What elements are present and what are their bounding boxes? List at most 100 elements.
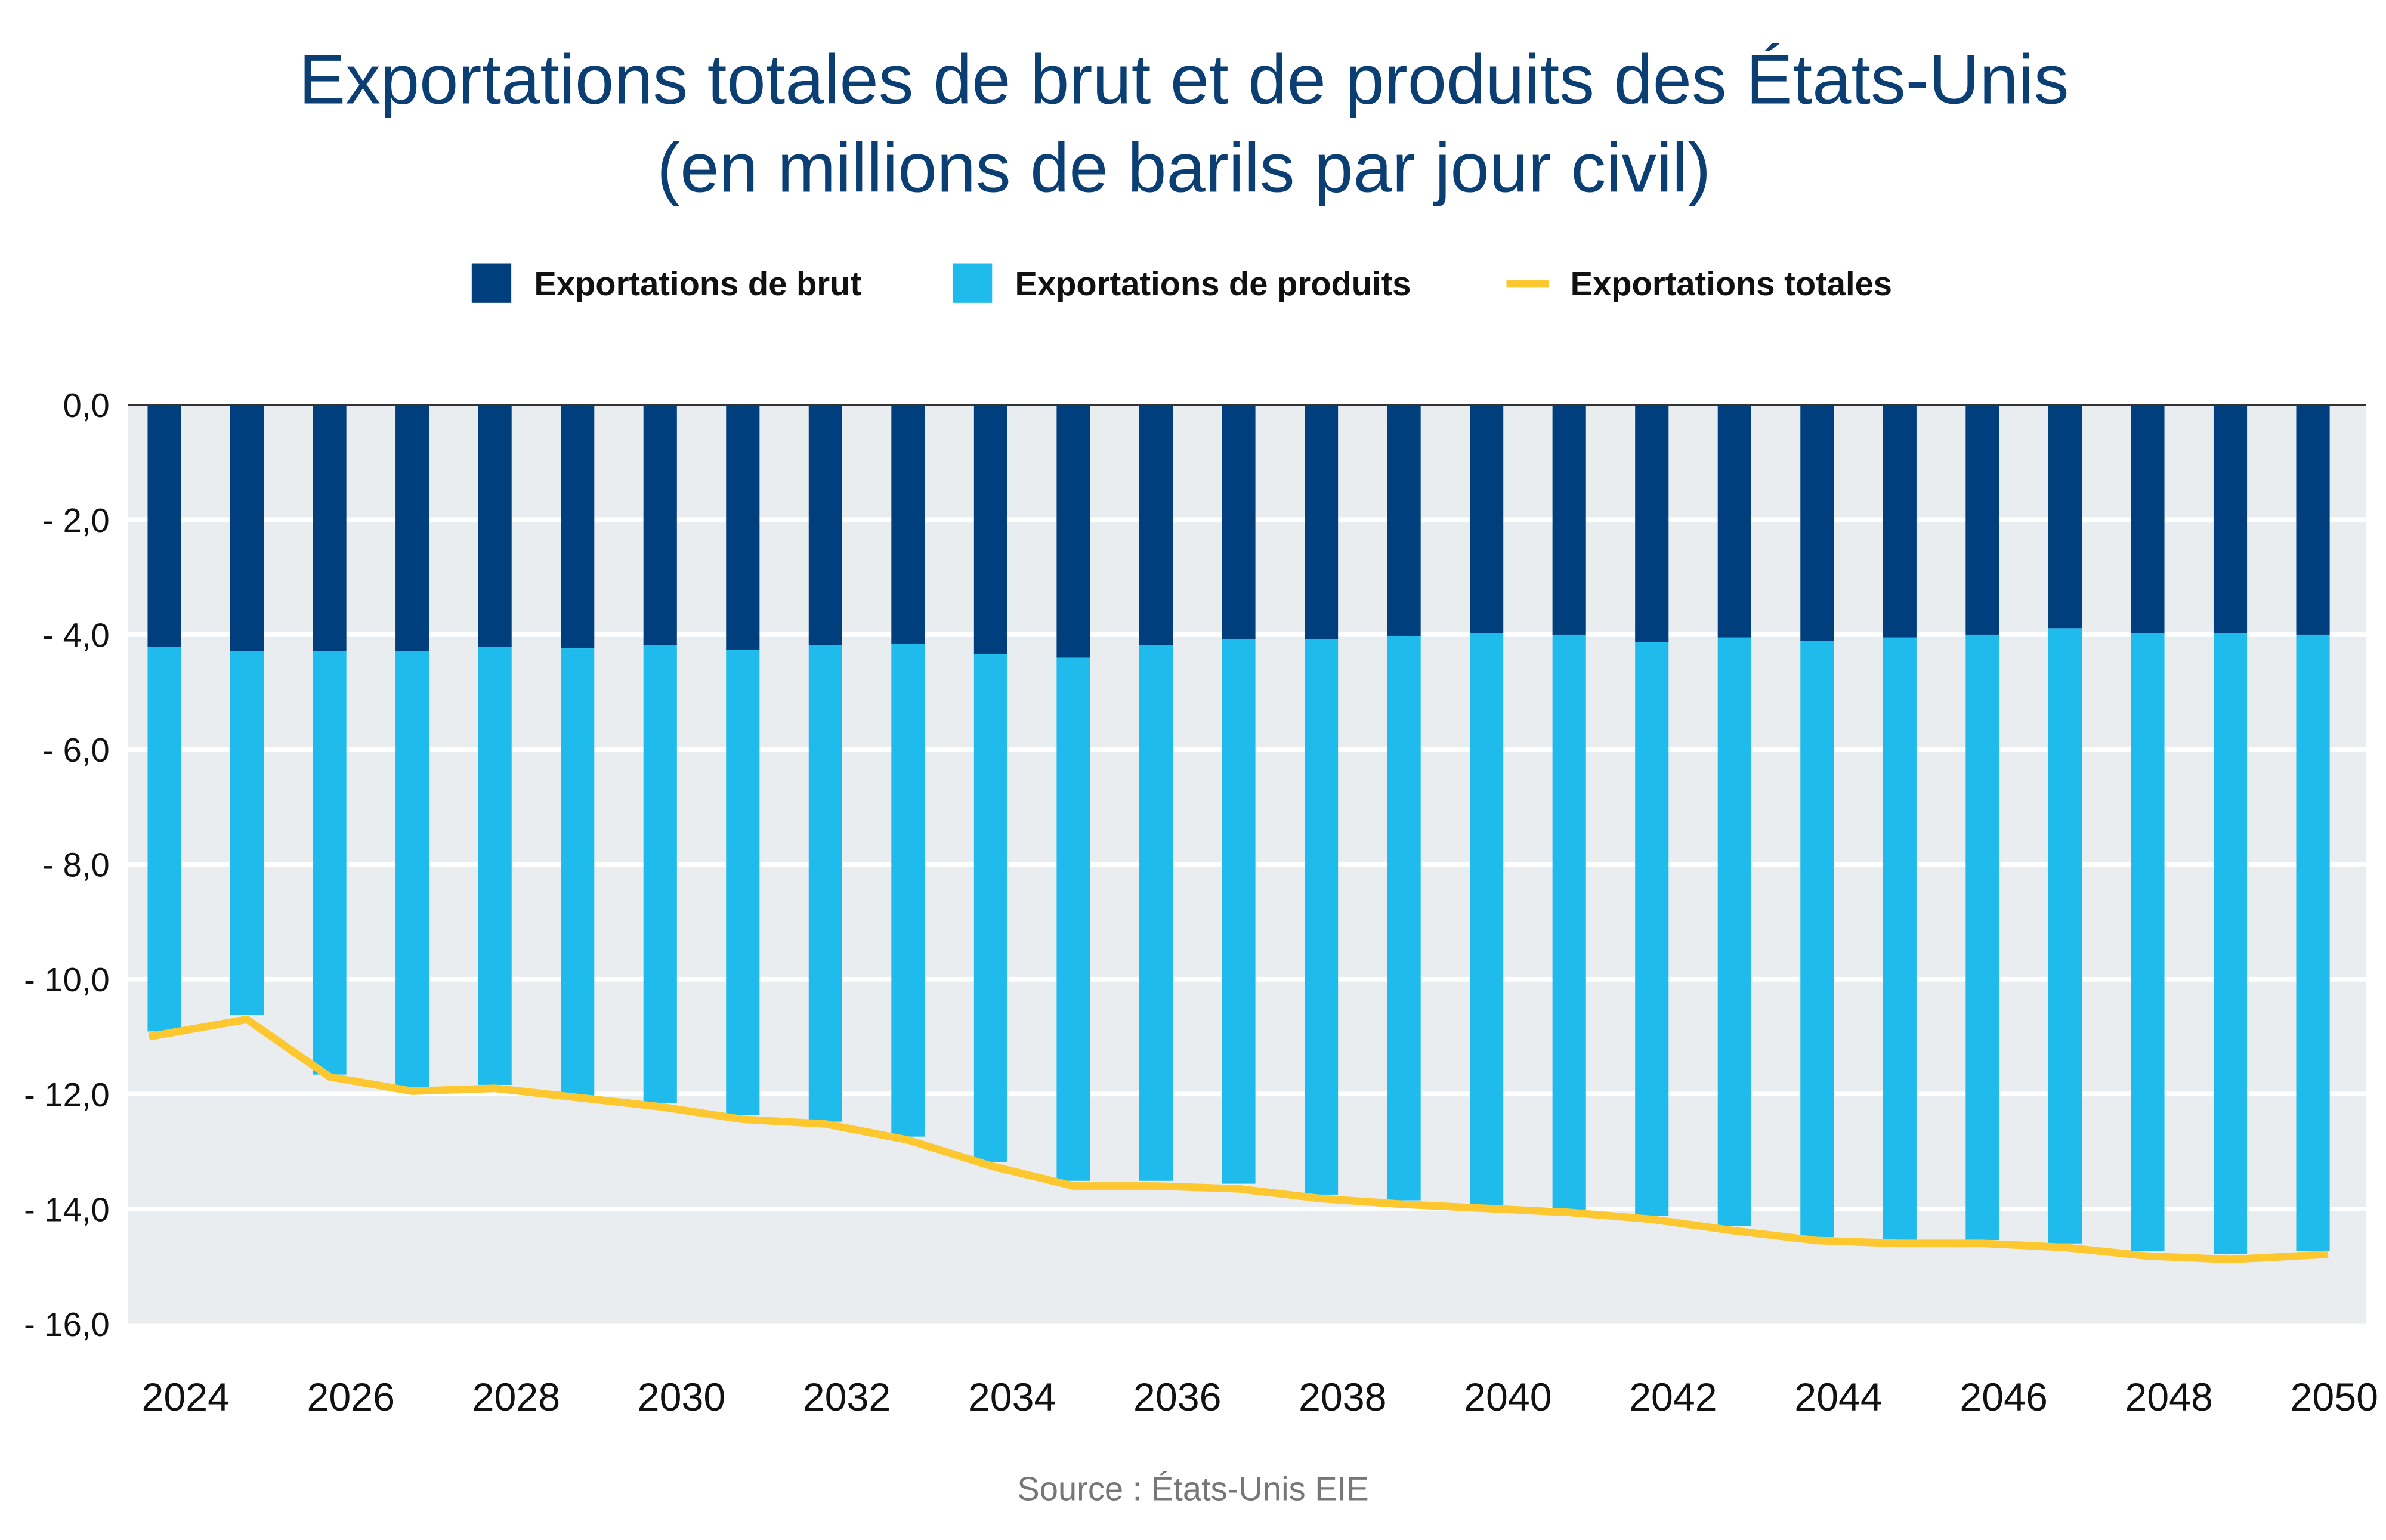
bar-crude-2039 xyxy=(1387,404,1421,636)
legend-swatch-total xyxy=(1506,280,1549,288)
bar-products-2045 xyxy=(1883,637,1917,1240)
bar-products-2028 xyxy=(478,647,512,1085)
legend-label-crude: Exportations de brut xyxy=(534,265,861,302)
bar-crude-2047 xyxy=(2048,404,2082,629)
bar-products-2038 xyxy=(1305,639,1339,1195)
bar-crude-2045 xyxy=(1883,404,1917,638)
y-tick-label: - 16,0 xyxy=(24,1306,109,1343)
y-tick-label: 0,0 xyxy=(63,386,110,424)
bar-crude-2033 xyxy=(891,404,925,644)
bar-products-2046 xyxy=(1965,634,1999,1240)
x-tick-label: 2036 xyxy=(1133,1375,1222,1420)
bar-crude-2037 xyxy=(1222,404,1256,639)
bar-products-2050 xyxy=(2296,634,2330,1251)
total-point-2029 xyxy=(577,1097,578,1098)
legend-label-total: Exportations totales xyxy=(1571,265,1892,302)
bar-products-2036 xyxy=(1139,645,1173,1181)
bar-products-2041 xyxy=(1552,634,1586,1210)
chart-title: Exportations totales de brut et de produ… xyxy=(299,41,2069,119)
bar-products-2027 xyxy=(395,651,429,1088)
x-tick-label: 2050 xyxy=(2290,1375,2378,1420)
bar-crude-2029 xyxy=(561,404,595,649)
bar-crude-2030 xyxy=(643,404,677,646)
y-tick-label: - 12,0 xyxy=(24,1076,109,1114)
bar-products-2034 xyxy=(973,654,1007,1162)
total-point-2049 xyxy=(2230,1259,2231,1260)
total-line-group xyxy=(148,1015,2329,1264)
x-tick-label: 2048 xyxy=(2125,1375,2213,1420)
bar-crude-2032 xyxy=(808,404,842,646)
bar-products-2042 xyxy=(1635,642,1669,1216)
x-tick-label: 2026 xyxy=(307,1375,395,1420)
bar-products-2029 xyxy=(561,648,595,1096)
total-point-2038 xyxy=(1321,1198,1322,1199)
bar-crude-2049 xyxy=(2213,404,2248,633)
bar-products-2024 xyxy=(147,647,181,1032)
bar-crude-2043 xyxy=(1717,404,1751,638)
x-tick-label: 2034 xyxy=(968,1375,1056,1420)
bar-crude-2025 xyxy=(230,404,264,651)
bar-crude-2038 xyxy=(1305,404,1339,639)
bar-crude-2048 xyxy=(2131,404,2165,633)
bar-products-2039 xyxy=(1387,636,1421,1201)
y-tick-label: - 14,0 xyxy=(24,1190,109,1228)
x-tick-label: 2032 xyxy=(803,1375,891,1420)
x-tick-label: 2046 xyxy=(1960,1375,2048,1420)
x-tick-label: 2030 xyxy=(638,1375,726,1420)
total-point-2025 xyxy=(246,1019,248,1020)
y-axis: 0,0 - 2,0 - 4,0 - 6,0 - 8,0 - 10,0 - 12,0 - 14,… xyxy=(24,386,109,1343)
bar-products-2031 xyxy=(726,649,760,1115)
bar-crude-2027 xyxy=(395,404,429,651)
x-tick-label: 2028 xyxy=(472,1375,561,1420)
bar-products-2030 xyxy=(643,645,677,1103)
bar-products-2047 xyxy=(2048,628,2082,1244)
x-axis: 2024 2026 2028 2030 2032 2034 2036 2038 2040 2042… xyxy=(141,1375,2378,1420)
bar-products-2033 xyxy=(891,644,925,1137)
x-tick-label: 2024 xyxy=(141,1375,230,1420)
bar-products-2040 xyxy=(1470,633,1504,1205)
bar-products-2048 xyxy=(2131,633,2165,1251)
x-tick-label: 2040 xyxy=(1464,1375,1552,1420)
x-tick-label: 2042 xyxy=(1629,1375,1717,1420)
bar-crude-2046 xyxy=(1965,404,1999,635)
y-tick-label: - 6,0 xyxy=(42,731,109,769)
source-note: Source : États-Unis EIE xyxy=(1017,1470,1368,1507)
total-point-2047 xyxy=(2064,1247,2066,1248)
legend: Exportations de brut Exportations de pro… xyxy=(471,263,1892,303)
total-point-2046 xyxy=(1982,1243,1983,1244)
bar-crude-2035 xyxy=(1056,404,1090,658)
legend-swatch-crude xyxy=(471,263,512,303)
bar-crude-2034 xyxy=(973,404,1007,654)
bar-crude-2026 xyxy=(313,404,347,651)
bar-crude-2024 xyxy=(147,404,181,647)
y-tick-label: - 8,0 xyxy=(42,846,109,884)
legend-label-products: Exportations de produits xyxy=(1015,265,1411,302)
bar-products-2043 xyxy=(1717,637,1751,1226)
bars xyxy=(147,404,2330,1254)
bar-crude-2042 xyxy=(1635,404,1669,642)
bar-crude-2040 xyxy=(1470,404,1504,633)
bar-products-2035 xyxy=(1056,657,1090,1181)
bar-products-2025 xyxy=(230,651,264,1015)
bar-products-2044 xyxy=(1800,641,1834,1238)
chart-subtitle: (en millions de barils par jour civil) xyxy=(657,129,1711,207)
y-tick-label: - 10,0 xyxy=(24,961,109,998)
bar-crude-2031 xyxy=(726,404,760,650)
bar-products-2032 xyxy=(808,645,842,1122)
bar-products-2049 xyxy=(2213,633,2248,1254)
y-tick-label: - 2,0 xyxy=(42,502,109,539)
bar-crude-2036 xyxy=(1139,404,1173,646)
total-point-2040 xyxy=(1486,1208,1487,1209)
gridline xyxy=(128,1207,2366,1211)
x-tick-label: 2038 xyxy=(1299,1375,1387,1420)
bar-products-2037 xyxy=(1222,639,1256,1184)
legend-swatch-products xyxy=(952,263,993,303)
bar-products-2026 xyxy=(313,651,347,1075)
bar-crude-2028 xyxy=(478,404,512,647)
bar-crude-2044 xyxy=(1800,404,1834,641)
y-tick-label: - 4,0 xyxy=(42,616,109,654)
bar-crude-2050 xyxy=(2296,404,2330,635)
total-point-2048 xyxy=(2147,1255,2148,1257)
x-tick-label: 2044 xyxy=(1794,1375,1883,1420)
